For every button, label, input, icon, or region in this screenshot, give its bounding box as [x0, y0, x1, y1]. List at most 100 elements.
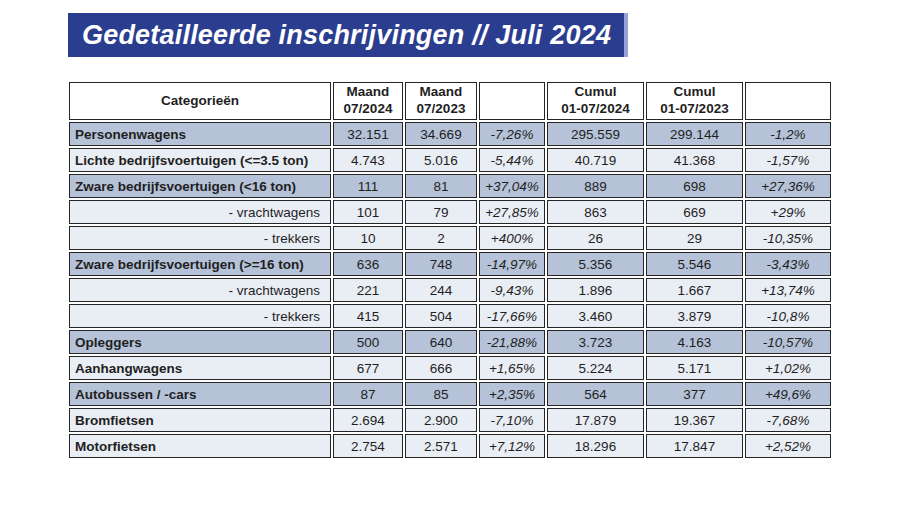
- table-row: - vrachtwagens 221 244 -9,43% 1.896 1.66…: [69, 278, 831, 302]
- value-cell: 669: [646, 200, 743, 224]
- table-row: Bromfietsen 2.694 2.900 -7,10% 17.879 19…: [69, 408, 831, 432]
- value-cell: 17.879: [547, 408, 644, 432]
- header-line: Cumul: [652, 84, 737, 101]
- value-cell: 41.368: [646, 148, 743, 172]
- header-line: 07/2024: [339, 101, 397, 118]
- value-cell: 2.754: [333, 434, 403, 458]
- value-cell: 666: [405, 356, 477, 380]
- value-cell: 748: [405, 252, 477, 276]
- header-line: Maand: [339, 84, 397, 101]
- pct-cell: -7,10%: [479, 408, 545, 432]
- header-line: 01-07/2023: [652, 101, 737, 118]
- header-month-pct: [479, 82, 545, 120]
- pct-cell: -1,2%: [745, 122, 831, 146]
- pct-cell: +13,74%: [745, 278, 831, 302]
- value-cell: 244: [405, 278, 477, 302]
- pct-cell: -3,43%: [745, 252, 831, 276]
- table-row: Autobussen / -cars 87 85 +2,35% 564 377 …: [69, 382, 831, 406]
- value-cell: 4.743: [333, 148, 403, 172]
- value-cell: 677: [333, 356, 403, 380]
- pct-cell: -9,43%: [479, 278, 545, 302]
- pct-cell: +400%: [479, 226, 545, 250]
- value-cell: 377: [646, 382, 743, 406]
- table-row: - trekkers 415 504 -17,66% 3.460 3.879 -…: [69, 304, 831, 328]
- category-cell: Zware bedrijfsvoertuigen (<16 ton): [69, 174, 331, 198]
- value-cell: 500: [333, 330, 403, 354]
- value-cell: 2.694: [333, 408, 403, 432]
- value-cell: 26: [547, 226, 644, 250]
- pct-cell: -7,26%: [479, 122, 545, 146]
- header-cumul-2023: Cumul 01-07/2023: [646, 82, 743, 120]
- value-cell: 111: [333, 174, 403, 198]
- header-line: Maand: [411, 84, 471, 101]
- page-title: Gedetailleerde inschrijvingen // Juli 20…: [82, 20, 611, 51]
- value-cell: 18.296: [547, 434, 644, 458]
- value-cell: 636: [333, 252, 403, 276]
- table-row: Zware bedrijfsvoertuigen (<16 ton) 111 8…: [69, 174, 831, 198]
- table-row: Opleggers 500 640 -21,88% 3.723 4.163 -1…: [69, 330, 831, 354]
- pct-cell: -1,57%: [745, 148, 831, 172]
- value-cell: 17.847: [646, 434, 743, 458]
- header-month-2024: Maand 07/2024: [333, 82, 403, 120]
- value-cell: 5.356: [547, 252, 644, 276]
- value-cell: 863: [547, 200, 644, 224]
- category-cell: Zware bedrijfsvoertuigen (>=16 ton): [69, 252, 331, 276]
- title-bar: Gedetailleerde inschrijvingen // Juli 20…: [68, 13, 628, 57]
- header-cumul-2024: Cumul 01-07/2024: [547, 82, 644, 120]
- pct-cell: +29%: [745, 200, 831, 224]
- pct-cell: +27,85%: [479, 200, 545, 224]
- category-cell: Personenwagens: [69, 122, 331, 146]
- value-cell: 40.719: [547, 148, 644, 172]
- header-line: Categorieën: [75, 93, 325, 110]
- value-cell: 504: [405, 304, 477, 328]
- value-cell: 3.879: [646, 304, 743, 328]
- registrations-table: Categorieën Maand 07/2024 Maand 07/2023 …: [67, 80, 833, 460]
- value-cell: 1.896: [547, 278, 644, 302]
- value-cell: 640: [405, 330, 477, 354]
- value-cell: 889: [547, 174, 644, 198]
- value-cell: 79: [405, 200, 477, 224]
- value-cell: 4.163: [646, 330, 743, 354]
- value-cell: 85: [405, 382, 477, 406]
- table-row: Motorfietsen 2.754 2.571 +7,12% 18.296 1…: [69, 434, 831, 458]
- table-header: Categorieën Maand 07/2024 Maand 07/2023 …: [69, 82, 831, 120]
- value-cell: 3.723: [547, 330, 644, 354]
- value-cell: 19.367: [646, 408, 743, 432]
- value-cell: 295.559: [547, 122, 644, 146]
- header-line: 07/2023: [411, 101, 471, 118]
- header-line: Cumul: [553, 84, 638, 101]
- table-body: Personenwagens 32.151 34.669 -7,26% 295.…: [69, 122, 831, 458]
- table-row: - vrachtwagens 101 79 +27,85% 863 669 +2…: [69, 200, 831, 224]
- category-cell: Opleggers: [69, 330, 331, 354]
- value-cell: 81: [405, 174, 477, 198]
- category-cell: Lichte bedrijfsvoertuigen (<=3.5 ton): [69, 148, 331, 172]
- value-cell: 87: [333, 382, 403, 406]
- pct-cell: -7,68%: [745, 408, 831, 432]
- value-cell: 101: [333, 200, 403, 224]
- pct-cell: -10,35%: [745, 226, 831, 250]
- value-cell: 564: [547, 382, 644, 406]
- value-cell: 3.460: [547, 304, 644, 328]
- value-cell: 5.224: [547, 356, 644, 380]
- subcategory-cell: - trekkers: [69, 304, 331, 328]
- table-row: - trekkers 10 2 +400% 26 29 -10,35%: [69, 226, 831, 250]
- header-month-2023: Maand 07/2023: [405, 82, 477, 120]
- table-row: Aanhangwagens 677 666 +1,65% 5.224 5.171…: [69, 356, 831, 380]
- pct-cell: +7,12%: [479, 434, 545, 458]
- table-row: Zware bedrijfsvoertuigen (>=16 ton) 636 …: [69, 252, 831, 276]
- pct-cell: +49,6%: [745, 382, 831, 406]
- subcategory-cell: - trekkers: [69, 226, 331, 250]
- pct-cell: +1,02%: [745, 356, 831, 380]
- pct-cell: +2,52%: [745, 434, 831, 458]
- value-cell: 2.571: [405, 434, 477, 458]
- header-line: 01-07/2024: [553, 101, 638, 118]
- value-cell: 2: [405, 226, 477, 250]
- value-cell: 5.171: [646, 356, 743, 380]
- value-cell: 5.546: [646, 252, 743, 276]
- table-row: Lichte bedrijfsvoertuigen (<=3.5 ton) 4.…: [69, 148, 831, 172]
- pct-cell: +2,35%: [479, 382, 545, 406]
- value-cell: 698: [646, 174, 743, 198]
- pct-cell: -17,66%: [479, 304, 545, 328]
- value-cell: 1.667: [646, 278, 743, 302]
- header-categories: Categorieën: [69, 82, 331, 120]
